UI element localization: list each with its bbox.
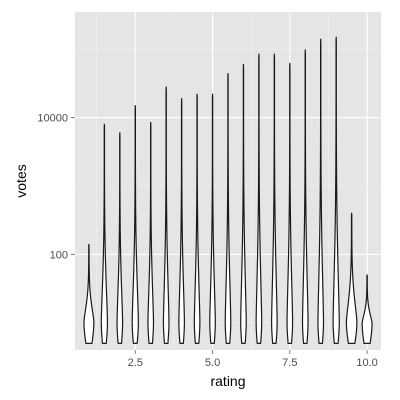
x-tick-label: 7.5 bbox=[282, 357, 297, 369]
x-tick-label: 5.0 bbox=[205, 357, 220, 369]
violin-shape bbox=[301, 49, 309, 344]
violin-shape bbox=[193, 93, 201, 344]
y-tick-label: 10000 bbox=[37, 113, 68, 125]
violin-shape bbox=[209, 93, 216, 344]
violin-shape bbox=[224, 73, 232, 344]
y-axis-title: votes bbox=[13, 164, 29, 197]
violin-shape bbox=[131, 104, 139, 344]
violin-shape bbox=[286, 62, 294, 344]
violin-shape bbox=[147, 121, 155, 344]
x-axis-title: rating bbox=[210, 373, 245, 389]
x-axis: 2.5 5.0 7.5 10.0 bbox=[128, 350, 378, 369]
x-tick-label: 2.5 bbox=[128, 357, 143, 369]
violin-shape bbox=[178, 97, 186, 344]
x-tick-label: 10.0 bbox=[356, 357, 377, 369]
violin-shape bbox=[240, 63, 247, 344]
violin-shape bbox=[361, 274, 373, 344]
y-axis: 100 10000 bbox=[37, 113, 75, 261]
violin-shape bbox=[116, 132, 124, 344]
violin-shape bbox=[317, 38, 325, 344]
violin-shape bbox=[271, 53, 278, 344]
violin-shape bbox=[332, 36, 340, 344]
violin-shape bbox=[255, 53, 263, 344]
violin-shape bbox=[83, 243, 95, 344]
y-tick-label: 100 bbox=[50, 249, 68, 261]
violin-shape bbox=[100, 123, 109, 344]
violin-shape bbox=[345, 212, 358, 344]
violins bbox=[83, 36, 373, 344]
violin-shape bbox=[162, 86, 170, 344]
